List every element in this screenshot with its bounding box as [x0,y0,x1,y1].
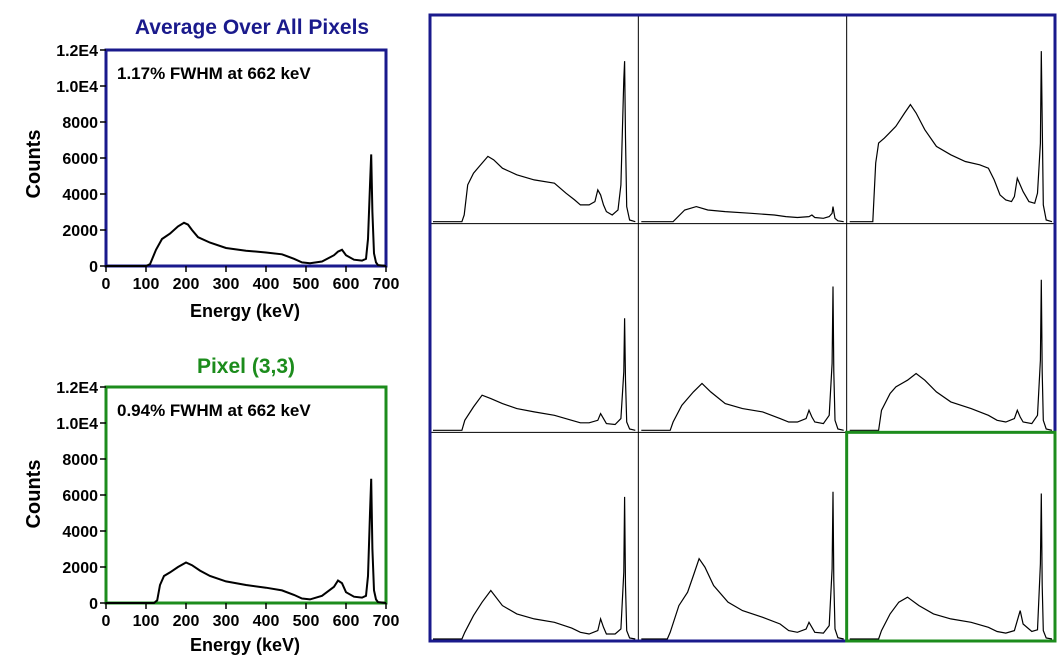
pixel-chart-y-tick-label: 2000 [62,560,98,577]
pixel-spectra-grid [428,13,1057,643]
average-chart-x-tick-label: 400 [253,276,280,293]
grid-outer-frame [428,13,1057,643]
average-chart-title: Average Over All Pixels [135,16,369,39]
average-chart-y-tick-label: 0 [89,259,98,276]
average-chart-x-tick-label: 200 [173,276,200,293]
pixel-spectrum-1-1-line [433,61,636,223]
average-chart-x-tick-label: 500 [293,276,320,293]
pixel-spectrum-3-1-line [433,496,636,640]
pixel-chart-x-tick-label: 400 [253,613,280,630]
pixel-spectrum-1-3-line [849,51,1053,223]
pixel-chart-y-tick-label: 8000 [62,452,98,469]
pixel-spectrum-2-2-line [641,286,844,431]
average-chart-axis-ticks: 0 100 200 300 400 500 600 700 0 2000 4000 6000 8000 1… [56,43,399,293]
average-chart-x-tick-label: 700 [373,276,400,293]
highlighted-pixel-frame [845,430,1057,643]
average-chart-fwhm-annotation: 1.17% FWHM at 662 keV [117,64,311,83]
pixel-3-3-spectrum-chart: Pixel (3,3) Counts Energy (keV) 0.94% FW… [23,355,399,655]
pixel-chart-x-tick-label: 200 [173,613,200,630]
pixel-chart-y-tick-label: 6000 [62,488,98,505]
average-spectrum-chart: Average Over All Pixels Counts Energy (k… [23,16,399,321]
average-chart-y-tick-label: 1.2E4 [56,43,98,60]
pixel-spectrum-3-3-line [849,493,1053,640]
pixel-chart-y-tick-label: 1.0E4 [56,416,98,433]
average-chart-y-tick-label: 8000 [62,115,98,132]
pixel-spectrum-2-1-line [433,318,636,431]
average-chart-y-tick-label: 6000 [62,151,98,168]
pixel-spectrum-2-3-line [849,279,1053,431]
average-chart-y-tick-label: 1.0E4 [56,79,98,96]
pixel-spectrum-3-2-line [641,491,844,640]
average-chart-y-axis-label: Counts [23,130,45,199]
average-chart-x-tick-label: 300 [213,276,240,293]
pixel-chart-y-tick-label: 1.2E4 [56,380,98,397]
pixel-chart-y-tick-label: 0 [89,596,98,613]
average-chart-x-tick-label: 100 [133,276,160,293]
average-spectrum-line [106,154,387,267]
pixel-chart-title: Pixel (3,3) [197,355,295,378]
average-chart-y-tick-label: 4000 [62,187,98,204]
average-chart-x-tick-label: 0 [102,276,111,293]
pixel-chart-x-tick-label: 600 [333,613,360,630]
pixel-chart-x-tick-label: 500 [293,613,320,630]
pixel-chart-x-tick-label: 0 [102,613,111,630]
pixel-chart-axis-ticks: 0 100 200 300 400 500 600 700 0 2000 4000 6000 8000 1… [56,380,399,630]
pixel-chart-y-tick-label: 4000 [62,524,98,541]
pixel-chart-x-tick-label: 300 [213,613,240,630]
pixel-chart-x-axis-label: Energy (keV) [190,635,300,655]
pixel-chart-x-tick-label: 700 [373,613,400,630]
pixel-chart-y-axis-label: Counts [23,460,45,529]
average-chart-x-axis-label: Energy (keV) [190,301,300,321]
pixel-3-3-spectrum-line [106,478,387,604]
average-chart-x-tick-label: 600 [333,276,360,293]
average-chart-y-tick-label: 2000 [62,223,98,240]
pixel-spectrum-1-2-line [641,205,844,223]
pixel-chart-fwhm-annotation: 0.94% FWHM at 662 keV [117,401,311,420]
pixel-chart-x-tick-label: 100 [133,613,160,630]
